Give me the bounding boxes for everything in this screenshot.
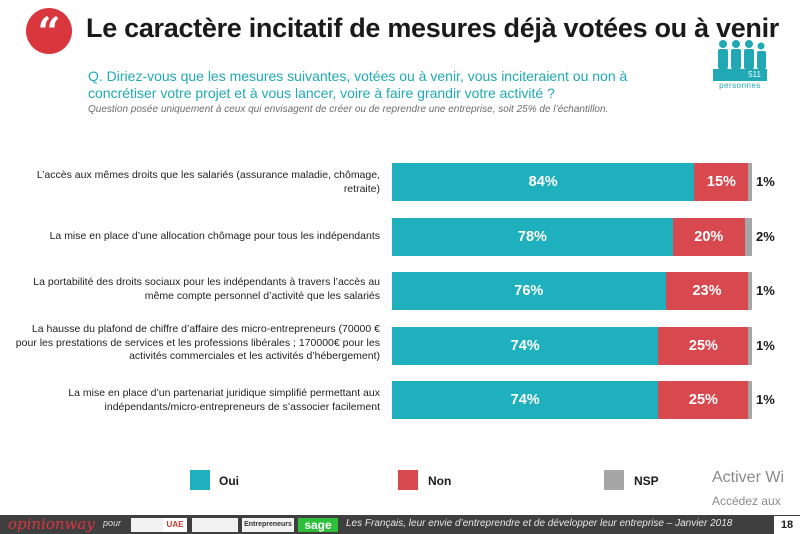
- data-label-nsp: 1%: [756, 338, 775, 353]
- bar-nsp: [748, 327, 752, 365]
- bar-nsp: [748, 381, 752, 419]
- partner-logo-3: [192, 518, 238, 532]
- data-label-non: 15%: [706, 174, 736, 190]
- data-label-oui: 78%: [517, 229, 547, 245]
- footer-study-title: Les Français, leur envie d’entreprendre …: [346, 518, 733, 529]
- partner-logo-sage: sage: [298, 518, 338, 532]
- page-title: Le caractère incitatif de mesures déjà v…: [86, 13, 780, 43]
- category-label: La portabilité des droits sociaux pour l…: [33, 276, 380, 302]
- bar-nsp: [748, 272, 752, 310]
- bar-non: 15%: [694, 163, 749, 201]
- bar-nsp: [744, 218, 752, 256]
- footer-pour: pour: [103, 518, 122, 528]
- data-label-nsp: 1%: [756, 283, 775, 298]
- quote-badge: “: [26, 8, 72, 56]
- data-label-oui: 76%: [514, 283, 544, 299]
- category-label: L’accès aux mêmes droits que les salarié…: [36, 169, 380, 195]
- legend-label-oui: Oui: [219, 474, 239, 488]
- legend-label-nsp: NSP: [634, 474, 659, 488]
- data-label-oui: 84%: [528, 174, 558, 190]
- sample-size-badge: 511 personnes: [713, 39, 767, 90]
- data-label-non: 25%: [688, 338, 718, 354]
- people-icon: [718, 40, 766, 69]
- partner-logo-entrepreneurs: Entrepreneurs: [242, 518, 294, 532]
- legend-swatch-oui: [190, 470, 210, 490]
- bar-oui: 76%: [392, 272, 666, 310]
- bar-non: 20%: [672, 218, 745, 256]
- data-label-oui: 74%: [510, 338, 540, 354]
- data-label-oui: 74%: [510, 392, 540, 408]
- sample-label: personnes: [719, 81, 761, 90]
- activation-watermark-title: Activer Wi: [712, 469, 784, 486]
- data-label-nsp: 1%: [756, 392, 775, 407]
- footer-bar: opinionway pour UAE Entrepreneurs sage L…: [0, 515, 800, 534]
- data-label-non: 23%: [692, 283, 722, 299]
- sample-note: Question posée uniquement à ceux qui env…: [88, 104, 609, 115]
- data-label-nsp: 1%: [756, 174, 775, 189]
- activation-watermark-subtitle: Accédez aux: [712, 494, 781, 508]
- legend-swatch-non: [398, 470, 418, 490]
- survey-question: Q. Diriez-vous que les mesures suivantes…: [88, 68, 628, 101]
- category-label: La mise en place d’un partenariat juridi…: [68, 387, 380, 413]
- bar-oui: 84%: [392, 163, 695, 201]
- partner-logo-uae: UAE: [163, 518, 187, 532]
- bar-oui: 74%: [392, 327, 659, 365]
- quote-icon: “: [37, 9, 61, 56]
- page-number: 18: [774, 516, 800, 534]
- data-label-nsp: 2%: [756, 229, 775, 244]
- category-label: La hausse du plafond de chiffre d’affair…: [15, 323, 380, 362]
- bar-nsp: [748, 163, 752, 201]
- data-label-non: 25%: [688, 392, 718, 408]
- sample-count: 511: [713, 69, 767, 81]
- legend-swatch-nsp: [604, 470, 624, 490]
- bar-non: 25%: [658, 381, 749, 419]
- category-label: La mise en place d’une allocation chômag…: [49, 230, 380, 242]
- bar-oui: 74%: [392, 381, 659, 419]
- data-label-non: 20%: [694, 229, 724, 245]
- opinionway-logo: opinionway: [8, 515, 95, 533]
- bar-oui: 78%: [392, 218, 673, 256]
- legend-label-non: Non: [428, 474, 452, 488]
- bar-non: 25%: [658, 327, 749, 365]
- bar-non: 23%: [665, 272, 749, 310]
